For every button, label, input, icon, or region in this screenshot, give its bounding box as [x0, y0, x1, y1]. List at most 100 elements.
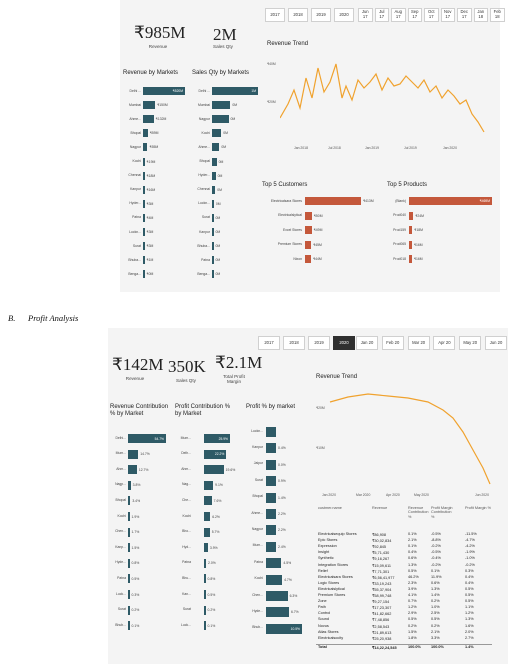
bar[interactable] — [409, 255, 412, 263]
table-row[interactable]: Electricalslytical ₹55,37,904 3.9% 1.3% 0.5% — [316, 587, 492, 592]
bar[interactable] — [266, 476, 276, 487]
bar[interactable] — [305, 197, 361, 205]
bar[interactable] — [409, 240, 412, 249]
slicer-button[interactable]: 2019 — [308, 336, 330, 350]
slicer-button[interactable]: 2017 — [258, 336, 280, 350]
slicer-button[interactable]: Feb 18 — [490, 8, 505, 22]
table-row[interactable]: Path ₹17,23,307 1.2% 1.0% 1.1% — [316, 605, 492, 610]
slicer-button[interactable]: Jun 17 — [358, 8, 373, 22]
bar[interactable] — [305, 240, 312, 249]
bar[interactable] — [128, 449, 139, 459]
table-row[interactable]: Premium Stores ₹58,99,748 4.1% 1.4% 0.5% — [316, 593, 492, 598]
slicer-button[interactable]: Sep 17 — [407, 8, 422, 22]
bar[interactable] — [266, 541, 276, 552]
table-row[interactable]: Integration Stores ₹15,09,611 1.3% -0.2% -0.… — [316, 563, 492, 568]
bar[interactable] — [143, 171, 145, 180]
table-row[interactable]: Insight ₹5,71,430 0.4% -0.5% -1.9% — [316, 550, 492, 555]
bar[interactable] — [143, 199, 145, 208]
bar[interactable] — [128, 574, 130, 584]
bar[interactable] — [143, 256, 145, 265]
bar[interactable] — [128, 558, 130, 568]
slicer-button[interactable]: 2020 — [333, 336, 355, 350]
bar[interactable] — [143, 185, 145, 194]
table-row[interactable]: Novus ₹2,58,543 0.2% 0.2% 1.6% — [316, 624, 492, 629]
slicer-button[interactable]: 2018 — [288, 8, 308, 22]
slicer-button[interactable]: Dec 17 — [457, 8, 472, 22]
slicer-button[interactable]: Jan 20 — [356, 336, 378, 350]
bar[interactable] — [266, 525, 276, 536]
slicer-button[interactable]: Oct 17 — [424, 8, 439, 22]
table-row[interactable]: Atlas Stores ₹21,89,613 1.5% 2.1% 2.0% — [316, 630, 492, 635]
table-row[interactable]: Electricalsara Stores ₹6,56,41,977 46.2% 11… — [316, 575, 492, 580]
bar[interactable] — [266, 607, 289, 618]
slicer-button[interactable]: Jul 17 — [374, 8, 389, 22]
bar[interactable] — [305, 255, 311, 263]
bar[interactable] — [305, 211, 312, 220]
slicer-button[interactable]: Aug 17 — [391, 8, 406, 22]
bar[interactable] — [128, 496, 131, 506]
bar[interactable] — [128, 590, 130, 599]
table-header-cell[interactable]: Revenue Contribution % — [408, 506, 429, 519]
bar[interactable] — [266, 427, 276, 437]
slicer-button[interactable]: May 20 — [459, 336, 482, 350]
bar[interactable] — [143, 129, 148, 138]
table-row[interactable]: Electricalsequip Stores ₹86,908 0.1% -0.5% -… — [316, 532, 492, 537]
bar[interactable] — [212, 143, 220, 152]
bar[interactable] — [212, 115, 229, 124]
bar[interactable] — [143, 242, 145, 251]
bar[interactable] — [143, 115, 154, 124]
bar[interactable]: 10.5% — [266, 623, 302, 634]
bar[interactable] — [143, 143, 148, 152]
bar[interactable] — [128, 543, 130, 553]
bar[interactable] — [212, 228, 214, 236]
bar[interactable] — [212, 199, 214, 208]
bar[interactable] — [266, 492, 276, 503]
table-row[interactable]: Electricalsocity ₹25,20,938 1.8% 3.3% 2.7% — [316, 636, 492, 641]
slicer-button[interactable]: Jan 18 — [473, 8, 488, 22]
bar[interactable] — [266, 509, 276, 519]
bar[interactable] — [212, 185, 216, 194]
slicer-button[interactable]: 2020 — [334, 8, 354, 22]
bar[interactable] — [128, 480, 131, 490]
bar[interactable] — [266, 574, 283, 585]
bar[interactable]: ₹469M — [409, 197, 492, 205]
bar[interactable] — [204, 558, 206, 568]
slicer-button[interactable]: Apr 20 — [433, 336, 456, 350]
bar[interactable] — [204, 543, 208, 553]
slicer-button[interactable]: 2017 — [265, 8, 285, 22]
bar[interactable] — [212, 256, 214, 265]
table-header-cell[interactable]: Revenue — [372, 506, 388, 510]
bar[interactable] — [212, 242, 214, 251]
bar[interactable]: 1M — [212, 87, 258, 95]
bar[interactable] — [409, 211, 414, 220]
bar[interactable] — [128, 527, 130, 537]
bar[interactable] — [409, 226, 413, 234]
bar[interactable] — [204, 590, 206, 599]
bar[interactable] — [305, 226, 312, 234]
bar[interactable] — [143, 270, 145, 279]
bar[interactable] — [143, 101, 156, 110]
table-row[interactable]: Sound ₹7,48,856 0.5% 0.5% 1.3% — [316, 617, 492, 622]
bar[interactable] — [212, 157, 217, 166]
slicer-button[interactable]: Nov 17 — [440, 8, 455, 22]
bar[interactable] — [266, 591, 288, 601]
table-header-cell[interactable]: Profit Margin % — [465, 506, 491, 510]
bar[interactable]: 54.7% — [128, 434, 166, 443]
table-row[interactable]: Expression ₹92,845 0.1% -0.2% -4.2% — [316, 544, 492, 549]
bar[interactable] — [266, 459, 276, 470]
bar[interactable] — [204, 527, 210, 537]
bar[interactable] — [212, 270, 214, 279]
bar[interactable]: ₹520M — [143, 87, 185, 95]
bar[interactable] — [204, 605, 206, 615]
bar[interactable] — [128, 605, 130, 615]
slicer-button[interactable]: Feb 20 — [381, 336, 404, 350]
table-row[interactable]: Zone ₹9,27,154 0.7% 0.2% 0.5% — [316, 599, 492, 604]
bar[interactable] — [204, 621, 206, 631]
table-header-cell[interactable]: custmer.name — [318, 506, 342, 510]
bar[interactable] — [128, 621, 130, 631]
table-row[interactable]: Relief ₹7,71,301 0.5% 0.1% 0.3% — [316, 569, 492, 574]
table-row[interactable]: Synthetic ₹9,16,267 0.6% -0.4% -1.0% — [316, 556, 492, 561]
bar[interactable] — [212, 213, 214, 222]
bar[interactable] — [128, 465, 137, 475]
table-row[interactable]: Epic Stores ₹30,02,834 2.1% -8.8% -4.7% — [316, 538, 492, 543]
